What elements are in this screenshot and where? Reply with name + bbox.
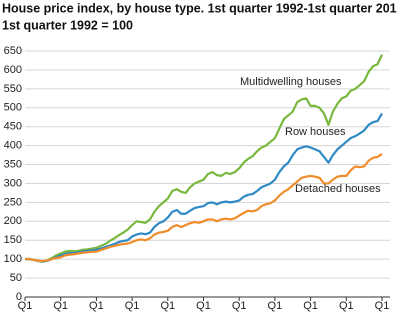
series-label: Row houses	[285, 126, 346, 138]
x-tick-label: Q1	[89, 300, 104, 312]
y-tick-label: 150	[4, 234, 22, 246]
y-tick-label: 400	[4, 140, 22, 152]
x-tick-label: Q1	[160, 300, 175, 312]
y-tick-label: 50	[10, 272, 22, 284]
x-tick-label: Q1	[196, 300, 211, 312]
y-tick-label: 250	[4, 196, 22, 208]
x-tick-label: Q1	[18, 300, 33, 312]
x-tick-label: Q1	[53, 300, 68, 312]
chart-title: House price index, by house type. 1st qu…	[2, 1, 397, 15]
series-line	[25, 153, 383, 263]
y-tick-label: 550	[4, 83, 22, 95]
y-tick-label: 600	[4, 64, 22, 76]
y-tick-label: 200	[4, 215, 22, 227]
y-tick-label: 100	[4, 253, 22, 265]
x-tick-label: Q1	[339, 300, 354, 312]
y-tick-label: 300	[4, 177, 22, 189]
y-tick-label: 450	[4, 121, 22, 133]
series-line	[24, 54, 383, 263]
y-tick-label: 0	[16, 291, 22, 303]
chart-title: 1st quarter 1992 = 100	[2, 18, 133, 32]
x-tick-label: Q1	[268, 300, 283, 312]
series-label: Multidwelling houses	[240, 76, 342, 88]
y-tick-label: 350	[4, 158, 22, 170]
series-line	[25, 112, 383, 263]
y-tick-label: 650	[4, 45, 22, 57]
y-tick-label: 500	[4, 102, 22, 114]
x-tick-label: Q1	[232, 300, 247, 312]
x-tick-label: Q1	[125, 300, 140, 312]
series-label: Detached houses	[295, 183, 381, 195]
x-tick-label: Q1	[375, 300, 390, 312]
x-tick-label: Q1	[303, 300, 318, 312]
